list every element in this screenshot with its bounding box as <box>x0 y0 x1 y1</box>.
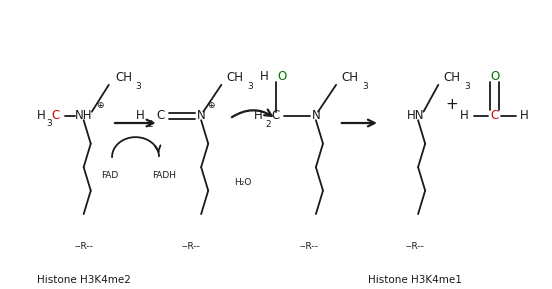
Text: O: O <box>278 70 287 83</box>
Text: ⊕: ⊕ <box>207 101 215 110</box>
Text: --R--: --R-- <box>74 242 93 251</box>
Text: Histone H3K4me1: Histone H3K4me1 <box>368 275 462 285</box>
Text: H: H <box>460 110 469 123</box>
Text: C: C <box>491 110 498 123</box>
Text: ⊕: ⊕ <box>96 101 104 110</box>
Text: 3: 3 <box>136 82 141 91</box>
Text: H: H <box>520 110 529 123</box>
Text: H: H <box>260 70 269 83</box>
Text: O: O <box>490 70 499 83</box>
Text: CH: CH <box>227 71 244 84</box>
Text: H: H <box>37 110 46 123</box>
Text: --R--: --R-- <box>406 242 425 251</box>
Text: CH: CH <box>115 71 132 84</box>
Text: C: C <box>51 110 60 123</box>
Text: +: + <box>446 97 459 112</box>
Text: CH: CH <box>342 71 359 84</box>
Text: HN: HN <box>407 110 424 123</box>
Text: 3: 3 <box>464 82 470 91</box>
Text: H₂O: H₂O <box>235 178 252 187</box>
Text: C: C <box>157 110 165 123</box>
Text: FADH: FADH <box>152 171 177 180</box>
Text: 3: 3 <box>362 82 368 91</box>
Text: CH: CH <box>444 71 461 84</box>
Text: 3: 3 <box>247 82 253 91</box>
Text: N: N <box>197 110 205 123</box>
Text: 3: 3 <box>46 119 52 128</box>
Text: N: N <box>311 110 320 123</box>
Text: 2: 2 <box>265 120 270 129</box>
Text: FAD: FAD <box>100 171 118 180</box>
Text: Histone H3K4me2: Histone H3K4me2 <box>37 275 131 285</box>
Text: --R--: --R-- <box>299 242 318 251</box>
Text: C: C <box>272 110 280 123</box>
Text: NH: NH <box>75 110 92 123</box>
Text: H: H <box>136 110 145 123</box>
Text: --R--: --R-- <box>182 242 201 251</box>
Text: H: H <box>253 110 262 123</box>
Text: 2: 2 <box>147 120 153 129</box>
